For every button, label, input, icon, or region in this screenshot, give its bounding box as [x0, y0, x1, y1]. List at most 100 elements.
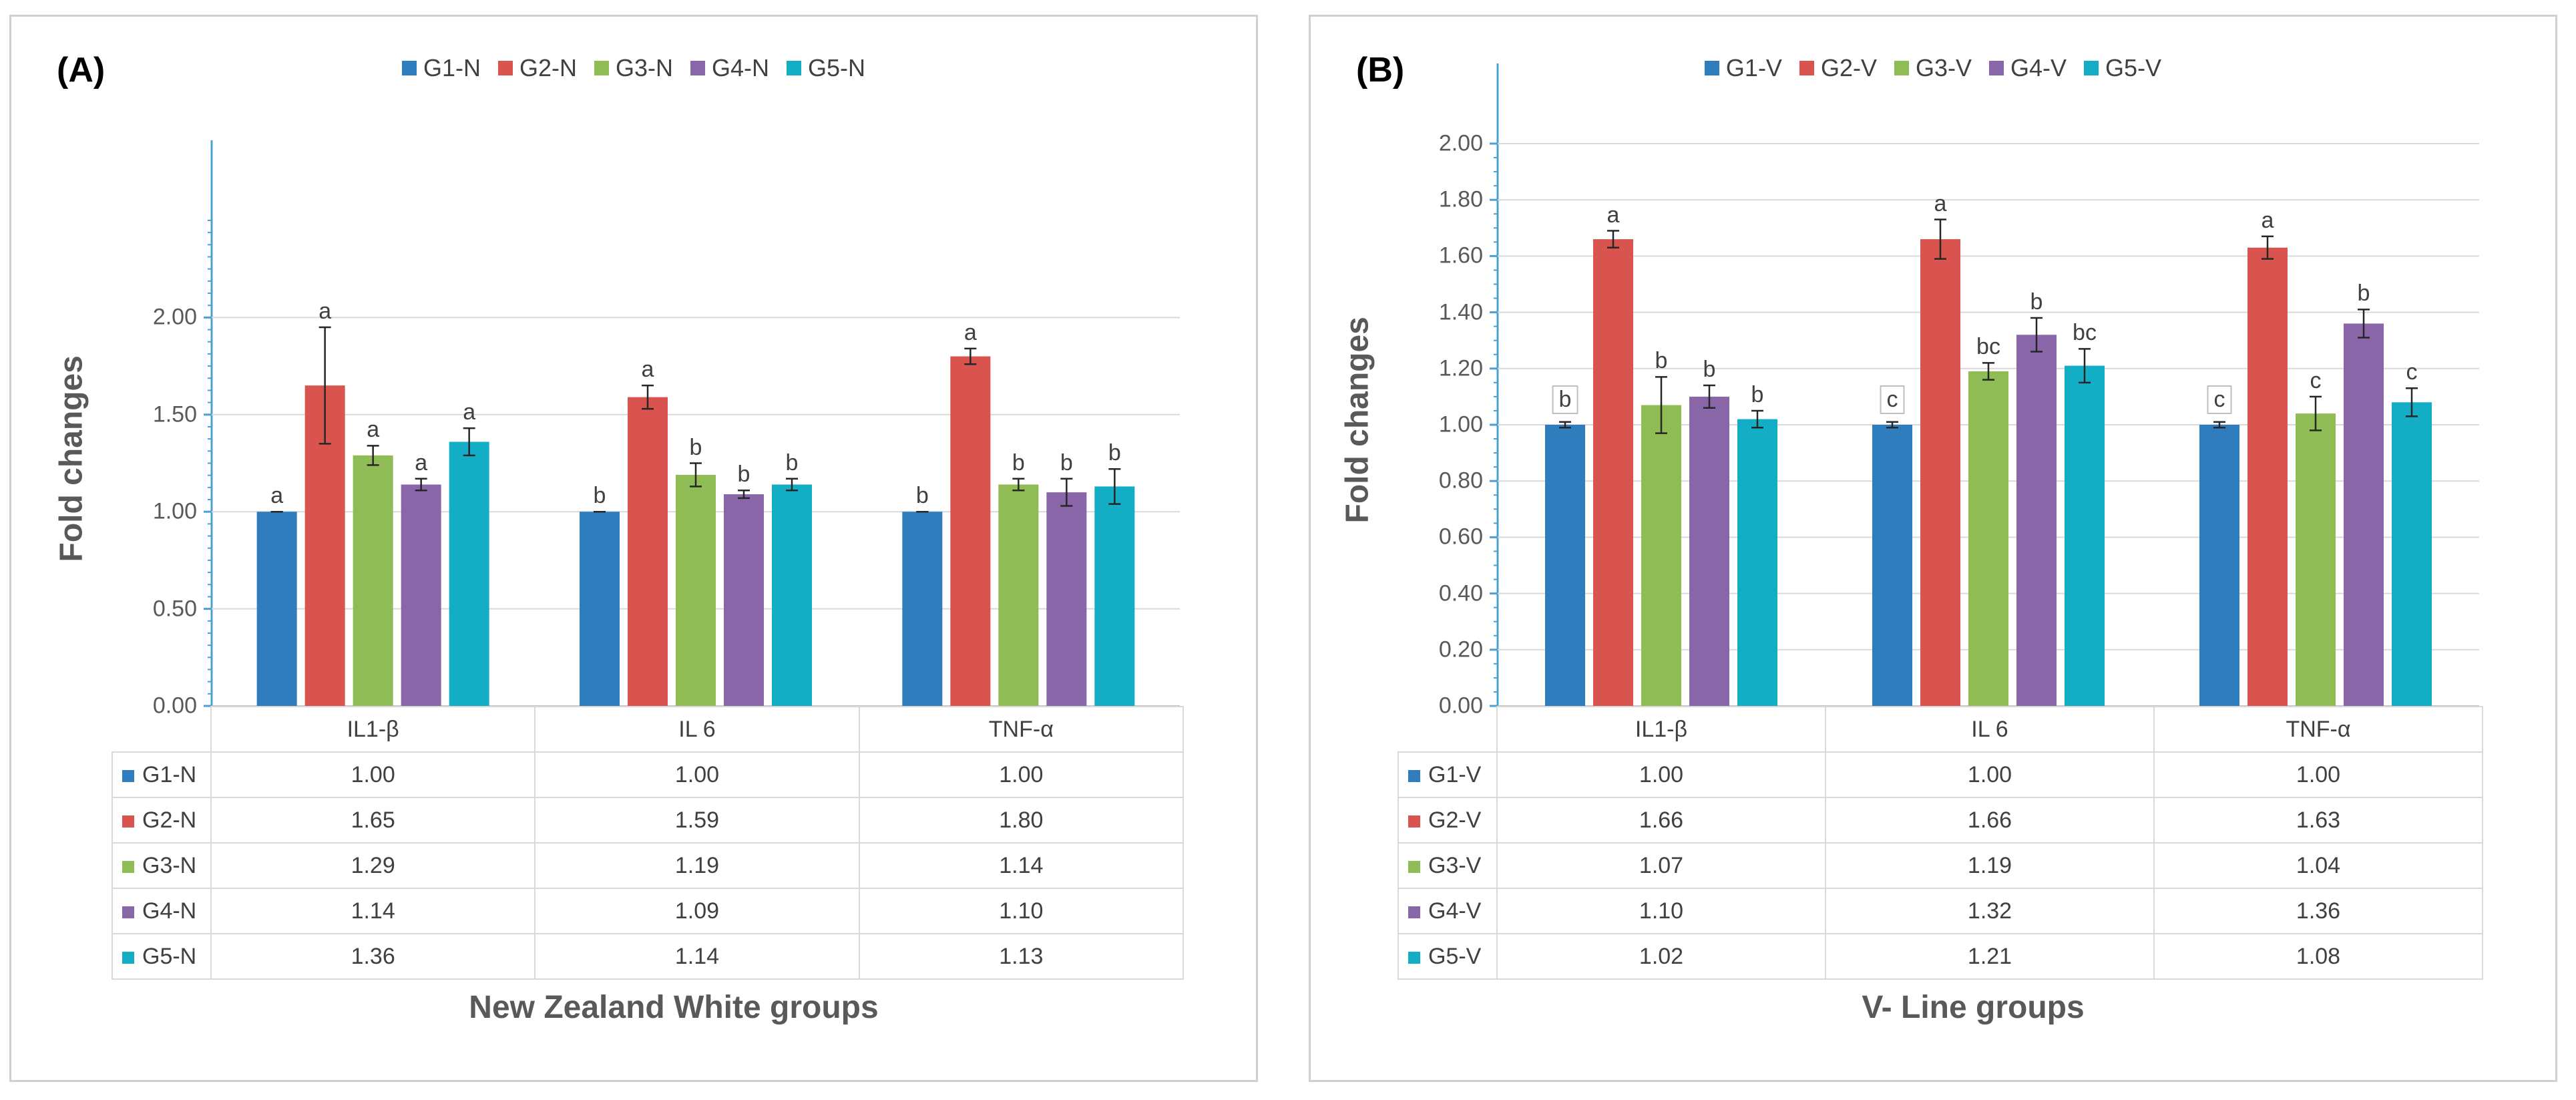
significance-letter: b	[1751, 381, 1764, 407]
table-cell: 1.00	[858, 751, 1184, 798]
legend-label: G2-V	[1820, 54, 1877, 81]
bar	[1872, 425, 1912, 706]
bar	[256, 512, 297, 706]
table-cell: 1.14	[858, 842, 1184, 889]
bar	[1920, 239, 1960, 706]
significance-letter: b	[1060, 449, 1073, 476]
significance-letter: a	[963, 319, 977, 345]
significance-letter: a	[2261, 207, 2274, 233]
table-series-name: G3-V	[1428, 852, 1482, 878]
legend-entry: G5-V	[2084, 54, 2161, 82]
legend-key-swatch	[122, 815, 134, 828]
legend-key-swatch	[122, 860, 134, 873]
significance-letter: a	[318, 298, 332, 324]
bar	[2392, 402, 2432, 706]
legend-key-swatch	[122, 769, 134, 782]
significance-letter: b	[1655, 348, 1668, 374]
table-row-header: G2-N	[112, 797, 212, 844]
significance-letter: b	[737, 462, 750, 488]
table-cell: 1.65	[210, 797, 536, 844]
significance-letter: b	[1703, 357, 1716, 383]
table-cell: 1.07	[1496, 842, 1826, 889]
legend-entry: G2-V	[1799, 54, 1877, 82]
significance-letter: bc	[1976, 334, 2000, 360]
bar	[353, 455, 393, 706]
legend-key-swatch	[122, 906, 134, 918]
bar	[676, 474, 716, 706]
significance-letter: a	[415, 449, 428, 476]
y-tick-label: 1.00	[1438, 411, 1483, 437]
table-cell: 1.00	[2153, 751, 2483, 798]
legend-key-swatch	[1408, 951, 1420, 964]
table-cell: 1.66	[1825, 797, 2155, 844]
table-series-name: G1-N	[142, 761, 197, 787]
y-tick-label: 0.20	[1438, 636, 1483, 663]
x-tick-label: TNF-α	[2153, 706, 2483, 753]
legend-swatch	[2084, 61, 2099, 75]
significance-letter: bc	[2073, 320, 2097, 346]
significance-letter: b	[2030, 289, 2043, 315]
chart-legend: G1-V G2-V G3-V G4-V G5-V	[1311, 54, 2555, 82]
plot-area	[1490, 63, 2479, 707]
table-row-header: G1-V	[1398, 751, 1498, 798]
table-cell: 1.29	[210, 842, 536, 889]
legend-label: G2-N	[519, 54, 577, 81]
table-cell: 1.10	[858, 888, 1184, 934]
x-tick-label: IL1-β	[1496, 706, 1826, 753]
table-row-header: G3-N	[112, 842, 212, 889]
table-cell: 1.32	[1825, 888, 2155, 934]
bar	[401, 484, 441, 706]
bar	[1641, 405, 1681, 706]
x-axis-title: New Zealand White groups	[469, 990, 879, 1025]
significance-letter: b	[915, 483, 929, 509]
y-tick-label: 0.40	[1438, 580, 1483, 606]
table-row: G4-V 1.10 1.32 1.36	[1398, 888, 2483, 934]
table-row-header: G1-N	[112, 751, 212, 798]
bar	[2296, 413, 2336, 706]
data-table: IL1-β IL 6 TNF-α G1-V 1.00 1.00 1.00 G2-V 1.66 1.…	[1398, 706, 2483, 980]
table-cell: 1.09	[534, 888, 860, 934]
legend-swatch	[497, 61, 513, 75]
significance-letter: c	[2310, 367, 2322, 393]
table-row: G1-N 1.00 1.00 1.00	[112, 751, 1184, 798]
bar	[1737, 419, 1777, 706]
bar	[2065, 365, 2105, 706]
table-series-name: G5-V	[1428, 943, 1482, 969]
y-tick-label: 1.80	[1438, 186, 1483, 212]
significance-letter: b	[593, 483, 606, 509]
significance-letter: a	[1934, 190, 1947, 216]
legend-entry: G1-N	[401, 54, 481, 82]
table-row: G2-V 1.66 1.66 1.63	[1398, 797, 2483, 844]
legend-key-swatch	[1408, 906, 1420, 918]
y-tick-label: 1.50	[152, 401, 197, 427]
y-tick-label: 0.50	[152, 596, 197, 622]
table-series-name: G2-N	[142, 807, 197, 833]
y-tick-label: 0.80	[1438, 468, 1483, 494]
x-tick-label: TNF-α	[858, 706, 1184, 753]
significance-letter: a	[1606, 202, 1620, 228]
table-row: G2-N 1.65 1.59 1.80	[112, 797, 1184, 844]
table-cell: 1.13	[858, 933, 1184, 980]
chart-panel-b: (B) G1-V G2-V G3-V G4-V G5-V 0.00 0.20 0.40 0.60 0…	[1309, 15, 2557, 1082]
table-cell: 1.36	[2153, 888, 2483, 934]
legend-entry: G1-V	[1704, 54, 1782, 82]
bar	[1046, 492, 1087, 706]
legend-key-swatch	[1408, 815, 1420, 828]
table-series-name: G5-N	[142, 943, 197, 969]
table-row-header: G4-V	[1398, 888, 1498, 934]
panel-label: (A)	[57, 51, 105, 89]
data-table: IL1-β IL 6 TNF-α G1-N 1.00 1.00 1.00 G2-N 1.65 1.…	[112, 706, 1184, 980]
significance-letter: b	[785, 449, 799, 476]
legend-entry: G4-V	[1989, 54, 2067, 82]
significance-letter: b	[1012, 449, 1025, 476]
significance-letter: c	[2406, 359, 2418, 385]
legend-key-swatch	[122, 951, 134, 964]
y-tick-label: 1.20	[1438, 355, 1483, 381]
table-cell: 1.08	[2153, 933, 2483, 980]
table-series-name: G3-N	[142, 852, 197, 878]
significance-letter: a	[641, 357, 654, 383]
table-row: G5-V 1.02 1.21 1.08	[1398, 933, 2483, 980]
bar	[902, 512, 943, 706]
y-tick-label: 2.00	[1438, 130, 1483, 156]
table-header-row: IL1-β IL 6 TNF-α	[112, 706, 1184, 753]
